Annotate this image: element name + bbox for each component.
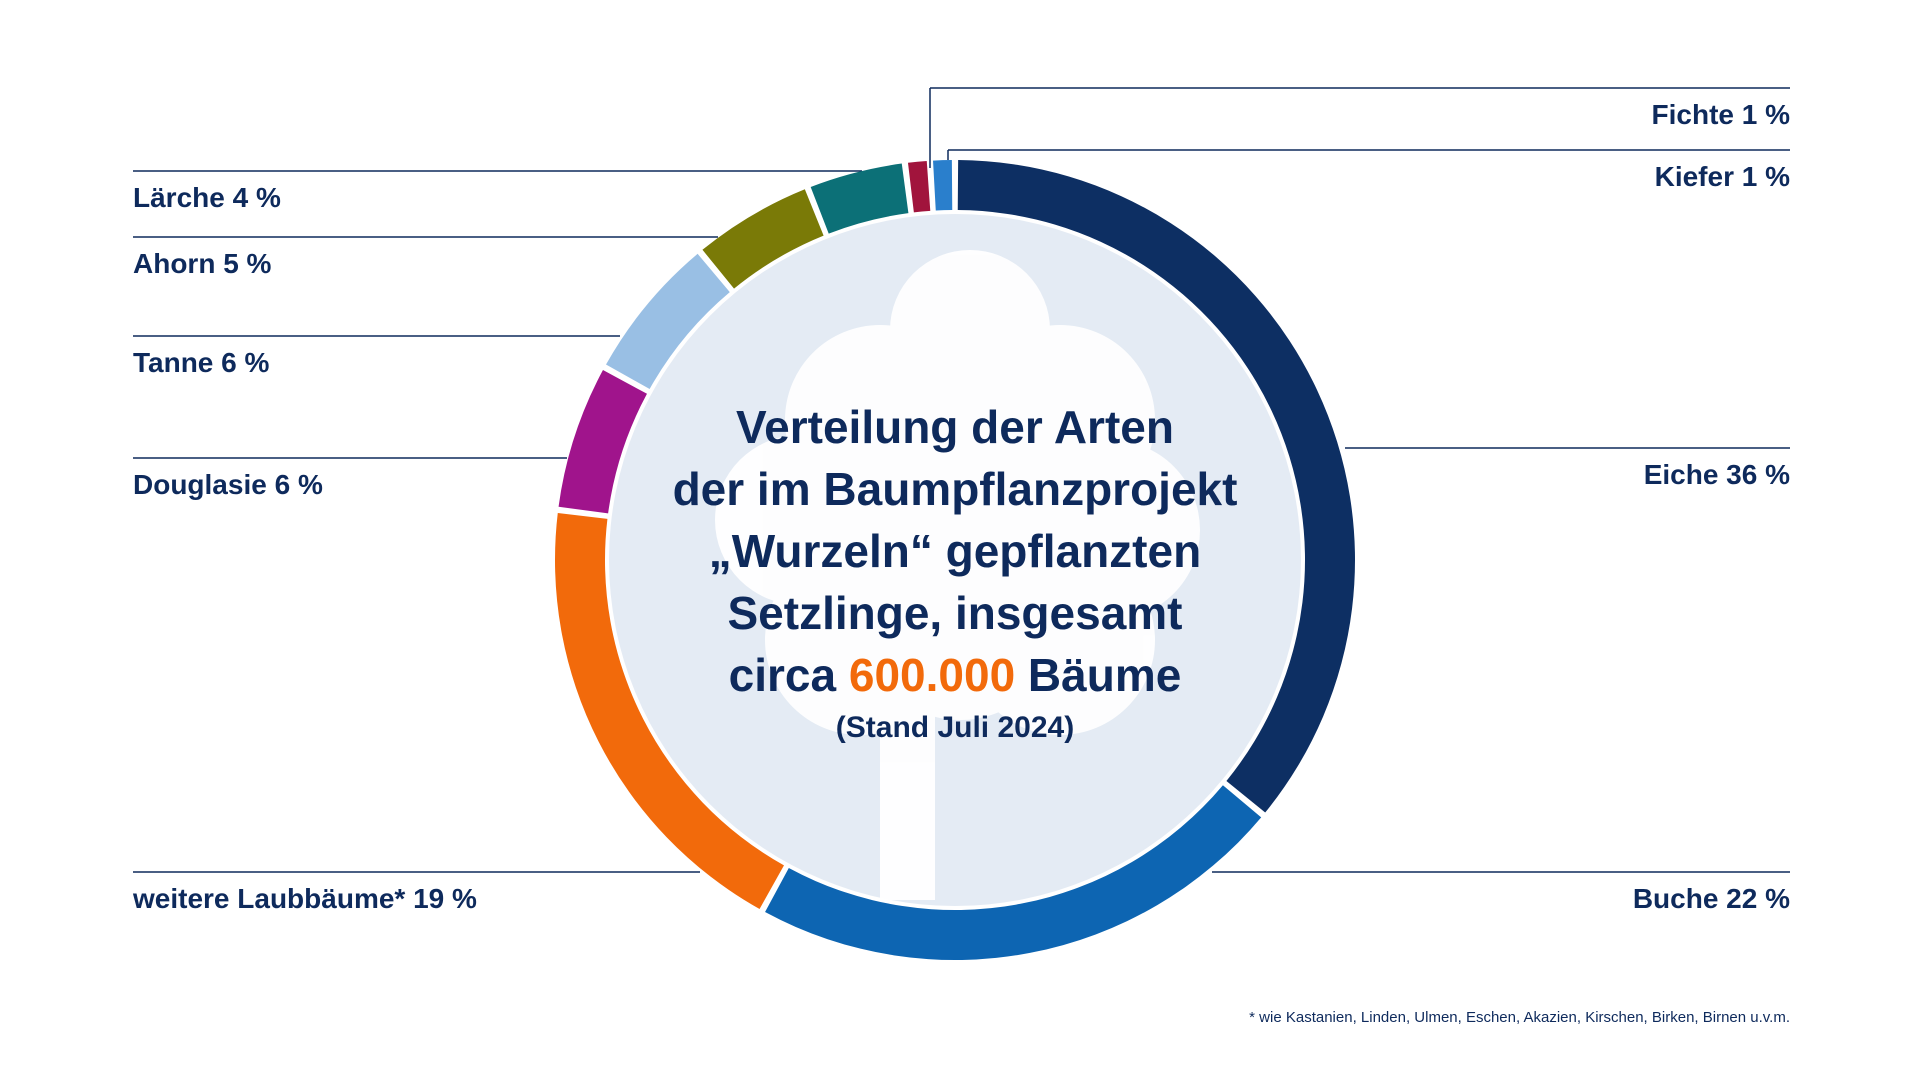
total-count-highlight: 600.000 xyxy=(849,649,1015,701)
slice-labels: Eiche 36 % Buche 22 % weitere Laubbäume* 1… xyxy=(132,99,1790,914)
label-ahorn: Ahorn 5 % xyxy=(133,248,272,279)
label-kiefer: Kiefer 1 % xyxy=(1655,161,1790,192)
slice-lärche xyxy=(810,163,909,234)
label-buche: Buche 22 % xyxy=(1633,883,1790,914)
center-title: Verteilung der Arten der im Baumpflanzpr… xyxy=(673,401,1238,744)
slice-weitere xyxy=(555,512,784,909)
slice-eiche xyxy=(957,160,1355,813)
center-subtitle: (Stand Juli 2024) xyxy=(836,711,1074,744)
tree-silhouette xyxy=(715,250,1200,900)
leader-lines xyxy=(133,87,1790,873)
total-prefix: circa xyxy=(729,649,849,701)
label-weitere: weitere Laubbäume* 19 % xyxy=(132,883,477,914)
donut-ring xyxy=(555,160,1355,960)
center-title-line-3: „Wurzeln“ gepflanzten xyxy=(709,525,1201,577)
slice-kiefer xyxy=(933,160,953,211)
slice-ahorn xyxy=(702,189,824,289)
label-douglasie: Douglasie 6 % xyxy=(133,469,323,500)
label-eiche: Eiche 36 % xyxy=(1644,459,1790,490)
label-tanne: Tanne 6 % xyxy=(133,347,270,378)
center-title-line-4: Setzlinge, insgesamt xyxy=(727,587,1182,639)
center-title-line-5: circa 600.000 Bäume xyxy=(729,649,1182,701)
slice-douglasie xyxy=(558,370,647,514)
label-lärche: Lärche 4 % xyxy=(133,182,281,213)
slice-tanne xyxy=(606,253,730,389)
center-title-line-1: Verteilung der Arten xyxy=(736,401,1174,453)
footnote: * wie Kastanien, Linden, Ulmen, Eschen, … xyxy=(1249,1009,1790,1026)
slice-buche xyxy=(765,785,1262,960)
total-suffix: Bäume xyxy=(1015,649,1181,701)
label-fichte: Fichte 1 % xyxy=(1652,99,1791,130)
center-title-line-2: der im Baumpflanzprojekt xyxy=(673,463,1238,515)
slice-fichte xyxy=(907,160,931,213)
